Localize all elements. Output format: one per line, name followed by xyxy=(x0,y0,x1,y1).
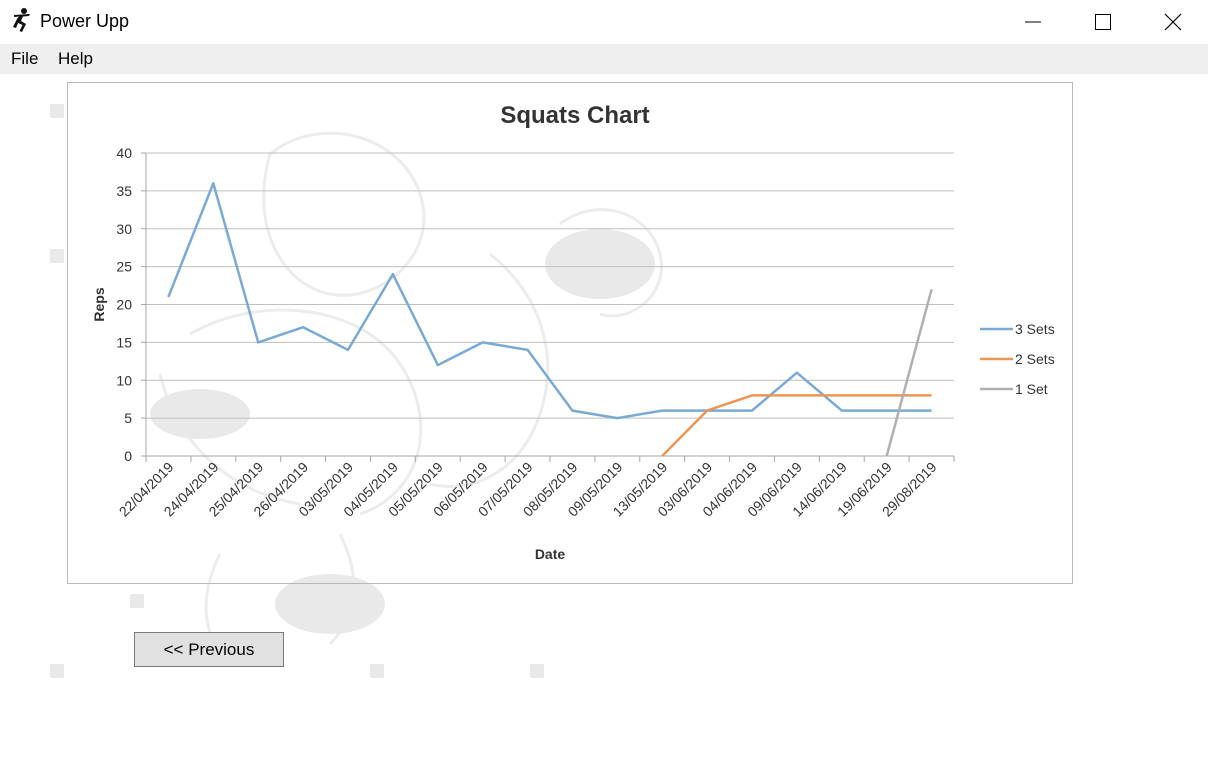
title-bar: Power Upp xyxy=(0,0,1208,44)
menu-bar: File Help xyxy=(0,44,1208,74)
maximize-button[interactable] xyxy=(1080,0,1126,44)
y-axis-label: Reps xyxy=(91,287,107,321)
y-tick-label: 35 xyxy=(116,183,132,199)
close-button[interactable] xyxy=(1150,0,1196,44)
legend-label: 2 Sets xyxy=(1015,351,1055,367)
series-line-1-set xyxy=(885,288,933,457)
minimize-button[interactable] xyxy=(1010,0,1056,44)
y-tick-label: 40 xyxy=(116,145,132,161)
y-tick-label: 0 xyxy=(124,448,132,464)
y-tick-label: 10 xyxy=(116,372,132,388)
series-line-2-sets xyxy=(661,394,932,457)
menu-file[interactable]: File xyxy=(11,49,39,68)
minimize-icon xyxy=(1025,21,1041,23)
chart-title: Squats Chart xyxy=(500,102,649,129)
previous-button[interactable]: << Previous xyxy=(134,632,284,667)
window-title: Power Upp xyxy=(40,11,130,31)
series-line-3-sets xyxy=(167,182,932,420)
y-tick-label: 30 xyxy=(116,221,132,237)
maximize-icon xyxy=(1095,14,1111,30)
y-tick-label: 5 xyxy=(124,410,132,426)
x-axis-label: Date xyxy=(535,546,566,562)
menu-help[interactable]: Help xyxy=(58,49,93,68)
chart-canvas: Squats Chart051015202530354022/04/201924… xyxy=(91,102,1055,562)
y-tick-label: 15 xyxy=(116,334,132,350)
y-tick-label: 25 xyxy=(116,259,132,275)
legend-label: 3 Sets xyxy=(1015,321,1055,337)
squat-logo-icon xyxy=(13,8,30,32)
background-athlete-illustration xyxy=(50,104,663,678)
squats-chart: Squats Chart 0 5 10 15 20 25 30 35 40 22/04/2019 24… xyxy=(67,82,1073,584)
legend-label: 1 Set xyxy=(1015,381,1048,397)
y-tick-label: 20 xyxy=(116,297,132,313)
close-icon xyxy=(1164,13,1182,31)
